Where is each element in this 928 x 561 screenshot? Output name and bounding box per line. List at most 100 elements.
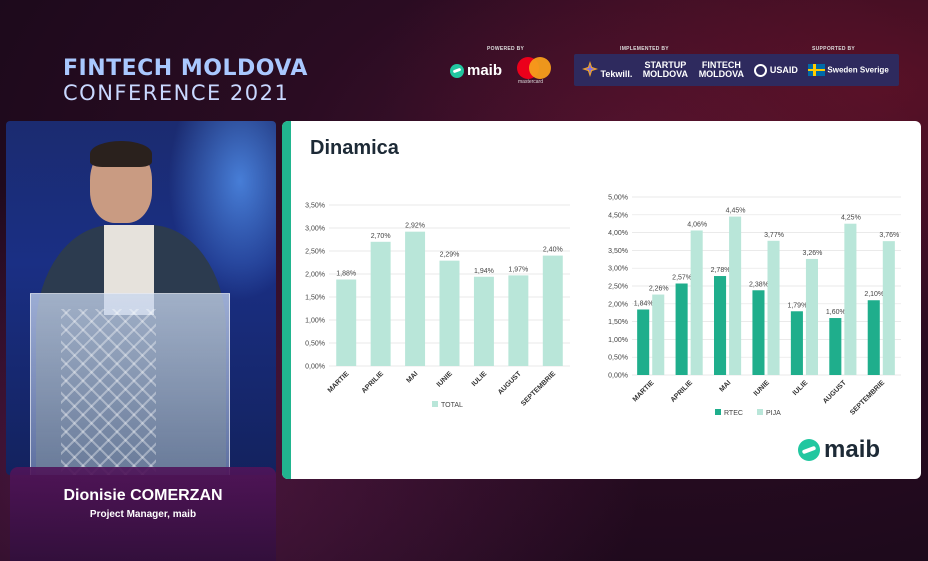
x-tick-label: SEPTEMBRIE bbox=[520, 370, 557, 407]
bar-total bbox=[473, 276, 494, 366]
bar-total bbox=[336, 279, 357, 366]
supported-by-label: SUPPORTED BY bbox=[812, 46, 856, 52]
speaker-video bbox=[6, 121, 276, 475]
usaid-seal-icon bbox=[754, 63, 768, 77]
legend-label: RTEC bbox=[724, 410, 743, 417]
partners-bar: Tekwill. STARTUP MOLDOVA FINTECH MOLDOVA… bbox=[574, 54, 899, 86]
y-tick-label: 1,50% bbox=[305, 295, 325, 302]
bar-rtec bbox=[829, 318, 842, 375]
y-tick-label: 1,50% bbox=[608, 319, 628, 326]
bar-total bbox=[405, 231, 426, 366]
y-tick-label: 0,00% bbox=[305, 364, 325, 371]
x-tick-label: MAI bbox=[405, 370, 419, 384]
bar-rtec bbox=[752, 290, 765, 375]
tekwill-logo: Tekwill. bbox=[582, 61, 632, 79]
slide-accent-stripe bbox=[282, 121, 291, 479]
slide-maib-text: maib bbox=[824, 436, 881, 463]
data-label: 2,26% bbox=[649, 286, 669, 293]
y-tick-label: 3,50% bbox=[305, 203, 325, 210]
y-tick-label: 2,50% bbox=[305, 249, 325, 256]
data-label: 4,25% bbox=[841, 215, 861, 222]
x-tick-label: IULIE bbox=[792, 379, 810, 397]
bar-pija bbox=[690, 230, 703, 375]
bar-rtec bbox=[675, 283, 688, 375]
maib-sponsor-logo: maib bbox=[450, 62, 502, 79]
y-tick-label: 5,00% bbox=[608, 195, 628, 202]
y-tick-label: 0,50% bbox=[305, 341, 325, 348]
bar-total bbox=[439, 260, 460, 366]
maib-sponsor-text: maib bbox=[467, 62, 503, 79]
maib-logo-icon bbox=[450, 63, 464, 78]
legend-swatch bbox=[432, 401, 438, 407]
legend-label: TOTAL bbox=[441, 402, 463, 409]
data-label: 2,29% bbox=[440, 252, 460, 259]
x-tick-label: IUNIE bbox=[753, 379, 771, 397]
bar-pija bbox=[882, 241, 895, 375]
sweden-text: Sweden Sverige bbox=[827, 65, 889, 75]
data-label: 2,70% bbox=[371, 233, 391, 240]
data-label: 2,40% bbox=[543, 247, 563, 254]
podium bbox=[30, 293, 230, 475]
y-tick-label: 2,00% bbox=[305, 272, 325, 279]
y-tick-label: 3,00% bbox=[305, 226, 325, 233]
x-tick-label: APRILIE bbox=[361, 370, 386, 395]
bar-pija bbox=[844, 223, 857, 375]
bar-rtec bbox=[790, 311, 803, 375]
data-label: 4,06% bbox=[687, 221, 707, 228]
bar-total bbox=[542, 255, 563, 366]
data-label: 1,88% bbox=[336, 271, 356, 278]
data-label: 3,76% bbox=[879, 232, 899, 239]
x-tick-label: SEPTEMBRIE bbox=[849, 379, 886, 416]
data-label: 4,45% bbox=[726, 208, 746, 215]
bar-total bbox=[508, 275, 529, 366]
slide-title: Dinamica bbox=[310, 137, 399, 159]
bar-rtec bbox=[637, 309, 650, 375]
legend-label: PIJA bbox=[766, 410, 781, 417]
x-tick-label: AUGUST bbox=[822, 379, 848, 405]
x-tick-label: IUNIE bbox=[436, 370, 454, 388]
bar-total bbox=[370, 241, 391, 366]
y-tick-label: 1,00% bbox=[305, 318, 325, 325]
data-label: 1,79% bbox=[787, 302, 807, 309]
usaid-logo: USAID bbox=[754, 63, 798, 77]
y-tick-label: 0,50% bbox=[608, 355, 628, 362]
bar-pija bbox=[729, 216, 742, 375]
y-tick-label: 0,00% bbox=[608, 373, 628, 380]
legend-swatch bbox=[757, 409, 763, 415]
data-label: 2,92% bbox=[405, 223, 425, 230]
conference-title: FINTECH MOLDOVA CONFERENCE 2021 bbox=[63, 56, 313, 106]
bar-pija bbox=[652, 294, 665, 375]
charts-canvas: 0,00% 0,50% 1,00% 1,50% 2,00% 2,50% 3,00% 3,50%… bbox=[305, 195, 901, 417]
y-tick-label: 4,00% bbox=[608, 230, 628, 237]
y-tick-label: 2,50% bbox=[608, 284, 628, 291]
bar-rtec bbox=[867, 300, 880, 375]
conference-title-line1: FINTECH MOLDOVA bbox=[63, 56, 308, 81]
implemented-by-label: IMPLEMENTED BY bbox=[620, 46, 669, 52]
bar-rtec bbox=[714, 276, 727, 375]
data-label: 1,60% bbox=[826, 309, 846, 316]
speaker-role: Project Manager, maib bbox=[89, 509, 197, 520]
presentation-slide: Dinamica 0,00% 0,50% 1,00% 1,50% 2,00% 2,50% 3… bbox=[282, 121, 921, 479]
maib-logo-icon bbox=[798, 439, 820, 461]
slide-maib-logo: maib bbox=[798, 436, 880, 464]
mastercard-text: mastercard bbox=[518, 79, 544, 85]
data-label: 2,10% bbox=[864, 291, 884, 298]
fintech-moldova-logo: FINTECH MOLDOVA bbox=[698, 60, 745, 79]
sweden-flag-icon bbox=[807, 64, 825, 76]
startup-moldova-logo: STARTUP MOLDOVA bbox=[642, 60, 689, 79]
sweden-logo: Sweden Sverige bbox=[807, 64, 889, 76]
y-tick-label: 3,00% bbox=[608, 266, 628, 273]
x-tick-label: APRILIE bbox=[670, 379, 695, 404]
data-label: 3,26% bbox=[803, 250, 823, 257]
x-tick-label: AUGUST bbox=[497, 370, 523, 396]
usaid-text: USAID bbox=[769, 64, 798, 75]
data-label: 2,57% bbox=[672, 275, 692, 282]
y-tick-label: 2,00% bbox=[608, 301, 628, 308]
bar-pija bbox=[767, 240, 780, 375]
x-tick-label: IULIE bbox=[471, 370, 489, 388]
x-tick-label: MARTIE bbox=[327, 370, 351, 394]
speaker-name: Dionisie COMERZAN bbox=[63, 487, 223, 504]
data-label: 1,94% bbox=[474, 268, 494, 275]
data-label: 3,77% bbox=[764, 232, 784, 239]
x-tick-label: MARTIE bbox=[632, 379, 656, 403]
